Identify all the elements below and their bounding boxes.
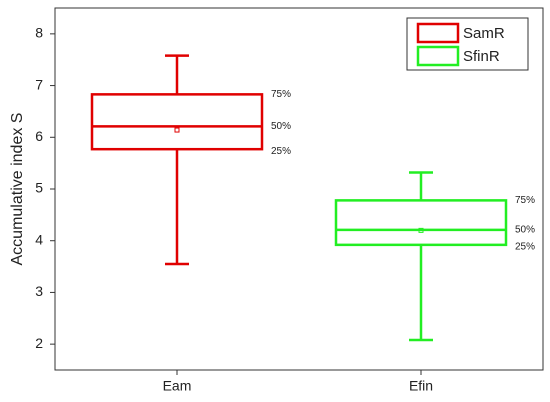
y-axis-label: Accumulative index S	[9, 113, 26, 266]
percentile-label: 25%	[271, 146, 291, 157]
mean-marker	[174, 127, 180, 133]
y-tick-label: 6	[35, 128, 43, 144]
legend-frame	[406, 17, 529, 71]
percentile-label: 25%	[515, 241, 535, 252]
percentile-label: 75%	[271, 89, 291, 100]
box	[90, 93, 264, 151]
legend-swatch	[416, 45, 460, 67]
y-tick-label: 3	[35, 283, 43, 299]
y-tick-label: 5	[35, 180, 43, 196]
x-tick-label: Efin	[409, 378, 433, 394]
y-tick-label: 7	[35, 76, 43, 92]
mean-marker	[418, 227, 424, 233]
y-tick-label: 2	[35, 335, 43, 351]
percentile-label: 75%	[515, 195, 535, 206]
legend-label: SfinR	[463, 48, 500, 65]
x-tick-label: Eam	[163, 378, 192, 394]
percentile-label: 50%	[515, 224, 535, 235]
legend-label: SamR	[463, 25, 505, 42]
box	[334, 199, 508, 247]
percentile-label: 50%	[271, 121, 291, 132]
y-tick-label: 4	[35, 231, 43, 247]
y-tick-label: 8	[35, 25, 43, 41]
legend-swatch	[416, 22, 460, 44]
